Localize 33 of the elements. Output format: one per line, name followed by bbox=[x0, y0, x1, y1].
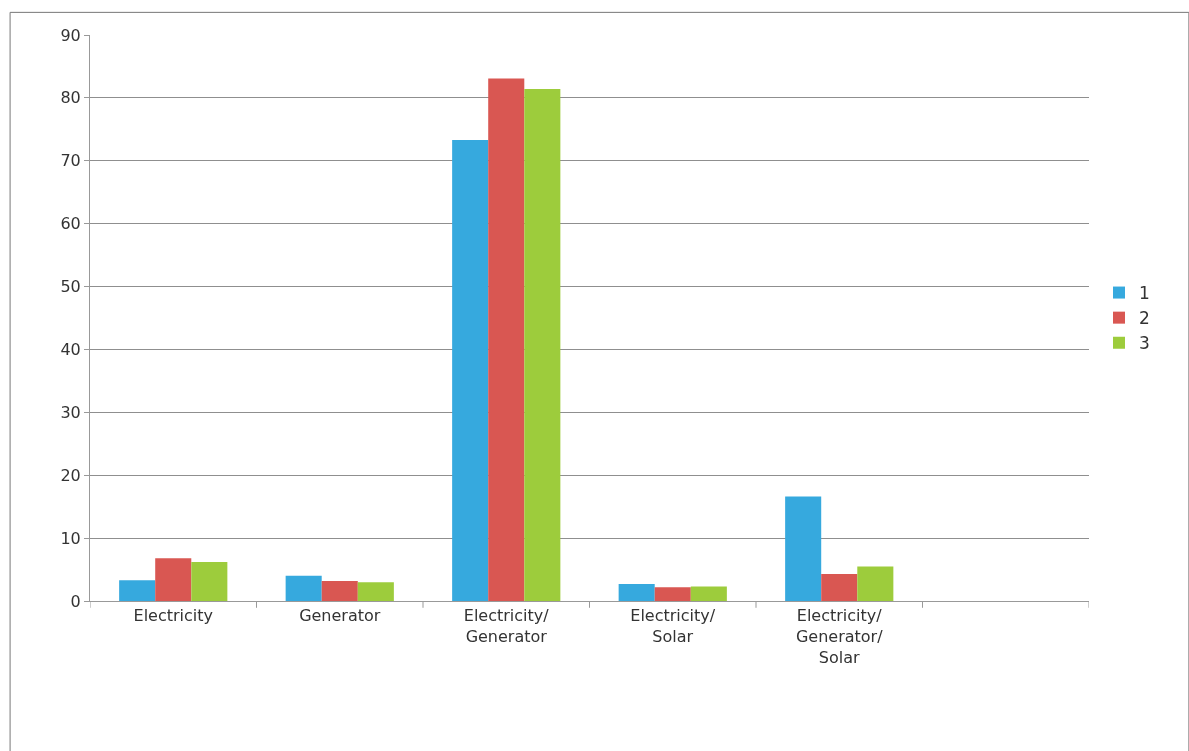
bar bbox=[690, 586, 727, 601]
y-tick-label: 90 bbox=[60, 25, 81, 45]
bar bbox=[357, 582, 394, 601]
bar bbox=[452, 140, 489, 601]
bar bbox=[785, 496, 822, 601]
y-tick-label: 40 bbox=[60, 340, 81, 360]
bar bbox=[618, 584, 655, 601]
y-tick-label: 50 bbox=[60, 277, 81, 297]
bar bbox=[191, 562, 228, 601]
x-tick-label: Electricity/ Generator bbox=[463, 606, 550, 646]
y-tick-label: 10 bbox=[60, 528, 81, 548]
y-tick-label: 30 bbox=[60, 402, 81, 422]
legend-label: 3 bbox=[1138, 333, 1150, 354]
legend-label: 2 bbox=[1138, 308, 1150, 329]
bar bbox=[119, 580, 156, 601]
bar bbox=[857, 566, 894, 601]
bar bbox=[155, 558, 192, 601]
bar bbox=[285, 575, 322, 601]
y-tick-label: 60 bbox=[60, 214, 81, 234]
bar bbox=[654, 587, 691, 601]
y-tick-label: 80 bbox=[60, 88, 81, 108]
bar bbox=[821, 573, 858, 601]
y-tick-label: 70 bbox=[60, 151, 81, 171]
y-tick-label: 0 bbox=[70, 591, 81, 611]
bar bbox=[524, 89, 561, 601]
x-tick-label: Electricity/ Generator/ Solar bbox=[795, 606, 884, 667]
x-tick-label: Generator bbox=[299, 606, 381, 626]
bar bbox=[488, 78, 525, 601]
y-tick-label: 20 bbox=[60, 465, 81, 485]
legend-label: 1 bbox=[1138, 283, 1150, 304]
x-tick-label: Electricity/ Solar bbox=[630, 606, 716, 646]
x-tick-label: Electricity bbox=[133, 606, 213, 626]
bar bbox=[321, 580, 358, 601]
